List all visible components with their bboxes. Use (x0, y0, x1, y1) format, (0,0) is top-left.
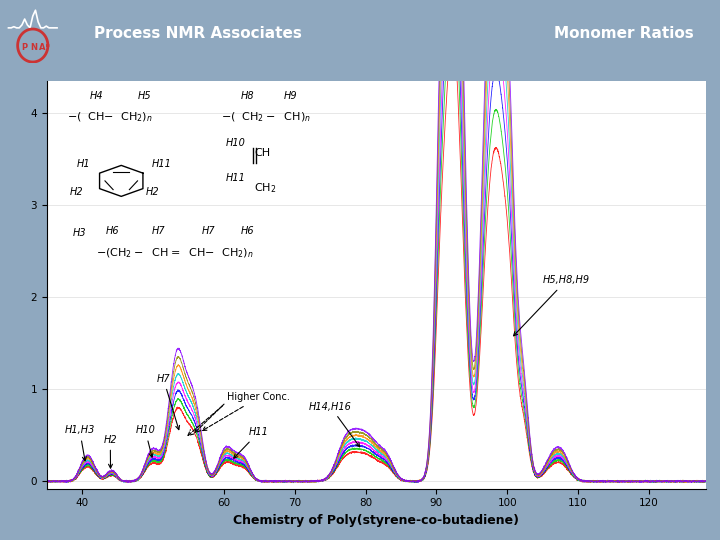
Text: Monomer Ratios: Monomer Ratios (554, 26, 694, 41)
Text: $-($  CH$-$  CH$_2)_n$: $-($ CH$-$ CH$_2)_n$ (66, 110, 152, 124)
Text: $-($  CH$_2-$  CH$)_n$: $-($ CH$_2-$ CH$)_n$ (221, 110, 311, 124)
Text: H3: H3 (73, 228, 87, 238)
Text: H6: H6 (241, 226, 255, 236)
Text: H10: H10 (135, 426, 156, 457)
Text: A: A (39, 43, 46, 52)
Text: H14,H16: H14,H16 (309, 402, 360, 447)
Text: H2: H2 (70, 187, 84, 197)
Text: H9: H9 (284, 91, 297, 102)
Text: Higher Conc.: Higher Conc. (202, 393, 290, 430)
Text: H11: H11 (234, 427, 269, 458)
Text: N: N (30, 43, 37, 52)
Text: CH$_2$: CH$_2$ (254, 181, 276, 195)
Text: H5,H8,H9: H5,H8,H9 (513, 275, 590, 336)
Text: H10: H10 (226, 138, 246, 149)
Text: H1: H1 (76, 159, 90, 168)
Text: H5: H5 (138, 91, 151, 102)
Text: H11: H11 (226, 173, 246, 183)
Text: H11: H11 (152, 159, 172, 168)
Text: Process NMR Associates: Process NMR Associates (94, 26, 302, 41)
X-axis label: Chemistry of Poly(styrene-co-butadiene): Chemistry of Poly(styrene-co-butadiene) (233, 514, 519, 527)
Text: H8: H8 (241, 91, 255, 102)
Text: H7: H7 (202, 226, 215, 236)
Text: P: P (21, 43, 27, 52)
Text: H1,H3: H1,H3 (65, 426, 95, 461)
Text: H7: H7 (152, 226, 166, 236)
Text: H4: H4 (89, 91, 103, 102)
Text: H2: H2 (104, 435, 117, 468)
Text: H6: H6 (106, 226, 120, 236)
Text: $-($CH$_2-$  CH$=$  CH$-$  CH$_2)_n$: $-($CH$_2-$ CH$=$ CH$-$ CH$_2)_n$ (96, 247, 254, 260)
Text: CH: CH (254, 148, 271, 158)
Text: H7: H7 (157, 374, 179, 430)
Text: H2: H2 (145, 187, 159, 197)
